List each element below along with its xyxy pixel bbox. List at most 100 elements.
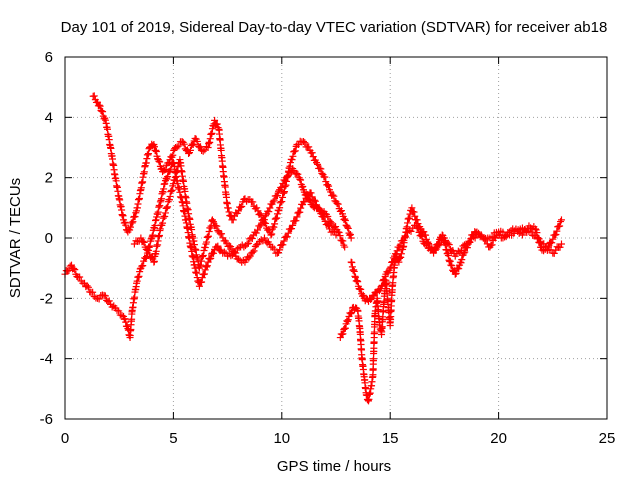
data-point — [90, 92, 98, 100]
data-point — [332, 231, 340, 239]
x-tick-label: 15 — [382, 430, 399, 447]
data-point — [260, 234, 268, 242]
data-point — [549, 235, 557, 243]
data-point — [387, 263, 395, 271]
data-point — [408, 204, 416, 212]
data-point — [454, 247, 462, 255]
data-point — [340, 216, 348, 224]
data-point — [201, 266, 209, 274]
data-point — [556, 222, 564, 230]
data-point — [395, 243, 403, 251]
data-point — [71, 266, 79, 274]
data-point — [288, 156, 296, 164]
data-point — [167, 188, 175, 196]
data-point — [126, 223, 134, 231]
data-point — [301, 198, 309, 206]
data-point — [266, 204, 274, 212]
x-axis-label: GPS time / hours — [277, 458, 391, 475]
data-point — [156, 225, 164, 233]
data-point — [273, 210, 281, 218]
data-point — [257, 212, 265, 220]
data-point — [275, 187, 283, 195]
data-point — [548, 239, 556, 247]
data-point — [401, 232, 409, 240]
data-point — [229, 216, 237, 224]
data-point — [324, 222, 332, 230]
data-point — [189, 140, 197, 148]
data-point — [139, 262, 147, 270]
data-point — [128, 219, 136, 227]
chart-title: Day 101 of 2019, Sidereal Day-to-day VTE… — [61, 19, 608, 36]
data-point — [174, 163, 182, 171]
data-point — [89, 288, 97, 296]
data-point — [289, 221, 297, 229]
data-point — [213, 222, 221, 230]
data-point — [350, 267, 358, 275]
data-point — [139, 237, 147, 245]
data-point — [389, 258, 397, 266]
data-point — [211, 116, 219, 124]
data-point — [346, 231, 354, 239]
y-tick-label: 4 — [45, 109, 53, 126]
data-point — [297, 176, 305, 184]
data-point — [413, 216, 421, 224]
data-point — [488, 233, 496, 241]
data-point — [84, 283, 92, 291]
data-point — [161, 180, 169, 188]
data-point — [237, 203, 245, 211]
x-tick-label: 10 — [273, 430, 290, 447]
data-point — [336, 232, 344, 240]
data-point — [96, 102, 104, 110]
data-point — [552, 231, 560, 239]
data-point — [323, 220, 331, 228]
data-point — [265, 208, 273, 216]
data-point — [238, 202, 246, 210]
data-point — [225, 242, 233, 250]
data-point — [288, 225, 296, 233]
data-point — [226, 211, 234, 219]
data-point — [533, 235, 541, 243]
data-point — [448, 262, 456, 270]
data-point — [172, 144, 180, 151]
data-point — [269, 198, 277, 206]
data-point — [330, 228, 338, 236]
x-tick-labels: 0 5 10 15 20 25 — [61, 430, 616, 447]
data-point — [95, 101, 103, 109]
data-point — [197, 257, 205, 265]
data-point — [76, 273, 84, 281]
data-point — [341, 243, 349, 251]
data-point — [334, 200, 342, 208]
data-point — [65, 266, 73, 274]
data-point — [121, 315, 129, 323]
data-point — [169, 180, 177, 188]
data-point — [321, 173, 329, 181]
data-point — [160, 166, 168, 174]
data-point — [220, 248, 228, 256]
data-point — [268, 230, 276, 238]
data-point — [405, 214, 413, 222]
data-point — [293, 169, 301, 177]
data-point — [341, 217, 349, 225]
data-point — [152, 146, 160, 154]
data-point — [393, 247, 401, 255]
data-point — [149, 142, 157, 150]
data-point — [134, 273, 142, 281]
data-point — [557, 240, 565, 248]
data-point — [332, 223, 340, 231]
y-tick-label: -6 — [40, 411, 53, 428]
data-point — [378, 281, 386, 289]
data-point — [256, 222, 264, 230]
y-tick-label: 6 — [45, 49, 53, 66]
data-point — [271, 220, 279, 228]
data-point — [445, 256, 453, 264]
data-point — [197, 261, 205, 269]
data-point — [273, 214, 281, 222]
data-point — [333, 199, 341, 207]
data-point — [488, 241, 496, 249]
data-point — [444, 251, 452, 259]
data-point — [348, 258, 356, 266]
data-point — [329, 227, 337, 235]
data-point — [253, 204, 261, 212]
data-point — [159, 214, 167, 222]
data-point — [456, 248, 464, 256]
